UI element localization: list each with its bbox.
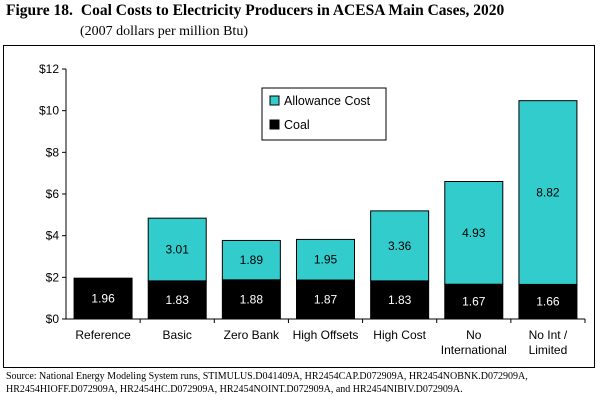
bar-coal[interactable]: [518, 283, 578, 320]
category-label: No Int /: [529, 328, 568, 342]
bar-allowance[interactable]: [518, 100, 578, 285]
bar-coal[interactable]: [370, 280, 430, 320]
bar-allowance-label: 3.36: [388, 239, 412, 253]
bar-coal[interactable]: [147, 280, 207, 320]
category-label: Zero Bank: [224, 328, 280, 342]
bar-allowance[interactable]: [296, 238, 355, 281]
bar-coal-label: 1.83: [388, 293, 412, 307]
bar-coal-label: 1.66: [536, 295, 560, 309]
bar-coal-label: 1.88: [240, 292, 264, 306]
bar-allowance-label: 3.01: [166, 243, 190, 257]
source-note: Source: National Energy Modeling System …: [6, 371, 596, 396]
category-label: High Offsets: [293, 328, 359, 342]
y-tick-label: $0: [46, 312, 60, 326]
y-tick-label: $6: [46, 187, 60, 201]
figure-subtitle: (2007 dollars per million Btu): [80, 24, 248, 39]
y-tick-label: $8: [46, 145, 60, 159]
chart-frame: $0 $2 $4 $6 $8 $10 $12 1.96 Reference 1.83 3.01 Bas…: [3, 45, 595, 368]
y-tick-label: $10: [39, 104, 59, 118]
source-line-2: HR2454HIOFF.D072909A, HR2454HC.D072909A,…: [6, 383, 463, 395]
source-line-1: Source: National Energy Modeling System …: [6, 371, 528, 382]
bar-allowance[interactable]: [444, 181, 504, 285]
bar-allowance[interactable]: [221, 239, 281, 281]
figure-title: Figure 18. Coal Costs to Electricity Prod…: [6, 2, 504, 20]
figure-number: Figure 18.: [6, 2, 73, 19]
bar-allowance[interactable]: [147, 217, 207, 282]
bar-allowance-label: 8.82: [536, 186, 560, 200]
bar-allowance-label: 1.95: [314, 253, 338, 267]
legend-label: Allowance Cost: [284, 94, 371, 108]
bar-coal-label: 1.67: [462, 295, 486, 309]
bar-coal[interactable]: [444, 283, 504, 320]
bar-coal-label: 1.87: [314, 293, 338, 307]
bar-coal[interactable]: [296, 279, 355, 320]
bar-allowance[interactable]: [370, 210, 430, 282]
bar-coal-label: 1.83: [166, 293, 190, 307]
category-label: Basic: [163, 328, 192, 342]
category-label: Limited: [529, 343, 568, 357]
legend-swatch: [269, 95, 280, 106]
bar-allowance-label: 1.89: [240, 253, 264, 267]
legend-swatch: [269, 119, 280, 130]
y-tick-label: $12: [39, 62, 59, 76]
category-label: High Cost: [373, 328, 426, 342]
bar-chart: $0 $2 $4 $6 $8 $10 $12 1.96 Reference 1.83 3.01 Bas…: [39, 62, 586, 357]
y-tick-label: $4: [46, 229, 60, 243]
legend-box: [261, 87, 387, 141]
figure-title-text: Coal Costs to Electricity Producers in A…: [80, 2, 505, 19]
category-label: International: [441, 343, 507, 357]
legend-label: Coal: [284, 118, 310, 132]
bar-coal-label: 1.96: [91, 292, 115, 306]
bar-coal[interactable]: [73, 277, 133, 320]
category-label: Reference: [75, 328, 131, 342]
category-label: No: [466, 328, 482, 342]
bar-allowance-label: 4.93: [462, 226, 486, 240]
y-tick-label: $2: [46, 270, 60, 284]
